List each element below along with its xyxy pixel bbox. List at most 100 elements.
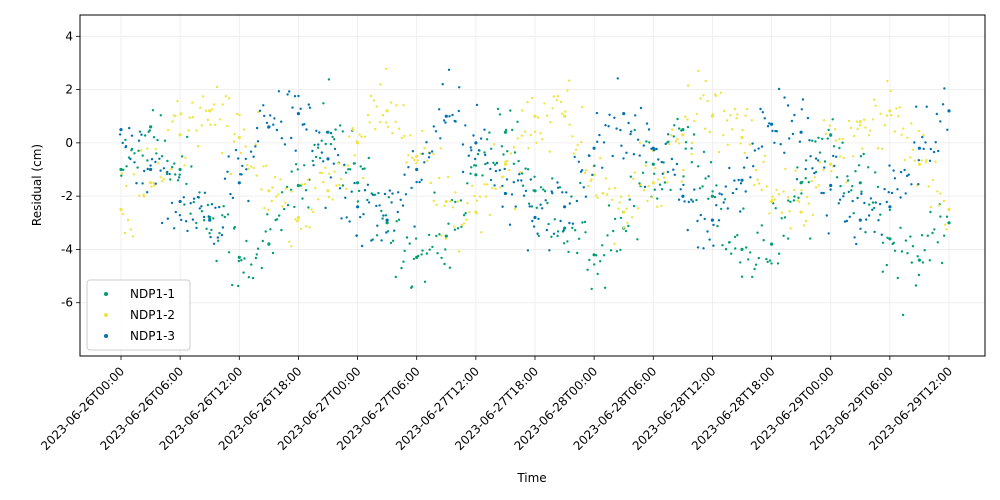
scatter-mark — [915, 105, 918, 108]
scatter-mark — [599, 260, 602, 263]
scatter-mark — [433, 191, 436, 194]
scatter-mark — [376, 224, 379, 227]
scatter-mark — [771, 129, 774, 133]
scatter-mark — [265, 164, 268, 167]
scatter-mark — [588, 258, 591, 262]
scatter-mark — [568, 221, 571, 225]
scatter-mark — [263, 114, 266, 118]
scatter-mark — [809, 237, 812, 240]
scatter-mark — [314, 155, 318, 159]
scatter-mark — [624, 229, 628, 233]
scatter-mark — [841, 141, 844, 144]
scatter-mark — [518, 173, 521, 176]
legend: NDP1-1 NDP1-2 NDP1-3 — [86, 279, 191, 351]
scatter-mark — [231, 196, 235, 200]
scatter-mark — [596, 196, 599, 199]
scatter-mark — [668, 142, 671, 146]
scatter-mark — [612, 229, 615, 233]
scatter-mark — [874, 171, 877, 174]
scatter-mark — [256, 247, 260, 250]
scatter-mark — [595, 194, 598, 197]
scatter-mark — [938, 204, 941, 207]
scatter-mark — [187, 129, 190, 132]
scatter-mark — [925, 159, 928, 162]
scatter-mark — [876, 147, 880, 150]
scatter-mark — [351, 127, 354, 130]
scatter-mark — [336, 153, 340, 157]
scatter-mark — [233, 225, 236, 229]
scatter-mark — [252, 166, 255, 170]
scatter-mark — [602, 254, 606, 257]
scatter-mark — [777, 193, 781, 196]
scatter-mark — [415, 180, 418, 184]
data-point — [917, 162, 922, 166]
scatter-mark — [474, 164, 478, 167]
scatter-mark — [379, 83, 382, 86]
scatter-mark — [885, 114, 889, 117]
scatter-mark — [481, 174, 484, 177]
scatter-mark — [684, 115, 687, 118]
scatter-mark — [318, 131, 321, 134]
scatter-mark — [822, 119, 826, 122]
scatter-mark — [821, 137, 824, 141]
scatter-mark — [800, 192, 803, 195]
scatter-mark — [192, 197, 196, 200]
scatter-mark — [838, 137, 841, 141]
scatter-mark — [686, 228, 689, 232]
scatter-mark — [680, 180, 683, 183]
scatter-mark — [672, 135, 675, 138]
scatter-mark — [833, 128, 837, 131]
scatter-mark — [687, 84, 690, 87]
scatter-mark — [307, 206, 310, 209]
scatter-mark — [136, 166, 139, 169]
scatter-mark — [447, 68, 451, 72]
scatter-mark — [137, 149, 140, 152]
scatter-mark — [215, 259, 218, 263]
scatter-mark — [358, 133, 361, 136]
scatter-mark — [634, 114, 637, 117]
scatter-mark — [537, 234, 540, 238]
scatter-mark — [566, 240, 569, 243]
scatter-mark — [811, 139, 814, 142]
scatter-mark — [590, 287, 593, 291]
scatter-mark — [564, 110, 567, 113]
scatter-mark — [660, 188, 664, 191]
scatter-mark — [704, 127, 707, 130]
data-point — [829, 183, 833, 188]
scatter-mark — [529, 178, 532, 181]
scatter-mark — [693, 119, 696, 123]
scatter-mark — [644, 164, 647, 167]
scatter-mark — [516, 137, 519, 140]
scatter-mark — [896, 188, 899, 191]
scatter-mark — [752, 183, 756, 187]
scatter-mark — [872, 98, 876, 101]
scatter-mark — [407, 154, 410, 157]
data-points — [118, 67, 951, 317]
scatter-mark — [797, 196, 800, 199]
scatter-mark — [531, 219, 534, 223]
scatter-mark — [551, 177, 554, 180]
scatter-mark — [478, 195, 482, 198]
scatter-mark — [432, 199, 435, 203]
scatter-mark — [698, 187, 702, 190]
scatter-mark — [676, 117, 679, 121]
scatter-mark — [838, 155, 842, 158]
scatter-mark — [934, 141, 937, 144]
scatter-mark — [677, 198, 681, 201]
scatter-mark — [792, 199, 796, 202]
scatter-mark — [426, 159, 429, 163]
scatter-mark — [472, 134, 475, 137]
scatter-mark — [883, 124, 886, 127]
scatter-mark — [210, 228, 213, 232]
scatter-mark — [243, 128, 246, 131]
scatter-mark — [553, 218, 556, 221]
scatter-mark — [401, 204, 405, 207]
scatter-mark — [227, 97, 231, 100]
scatter-mark — [227, 155, 230, 158]
scatter-mark — [813, 171, 816, 175]
scatter-mark — [733, 235, 737, 239]
scatter-mark — [606, 234, 609, 237]
scatter-mark — [580, 140, 583, 144]
scatter-mark — [768, 122, 771, 125]
scatter-mark — [855, 120, 859, 123]
